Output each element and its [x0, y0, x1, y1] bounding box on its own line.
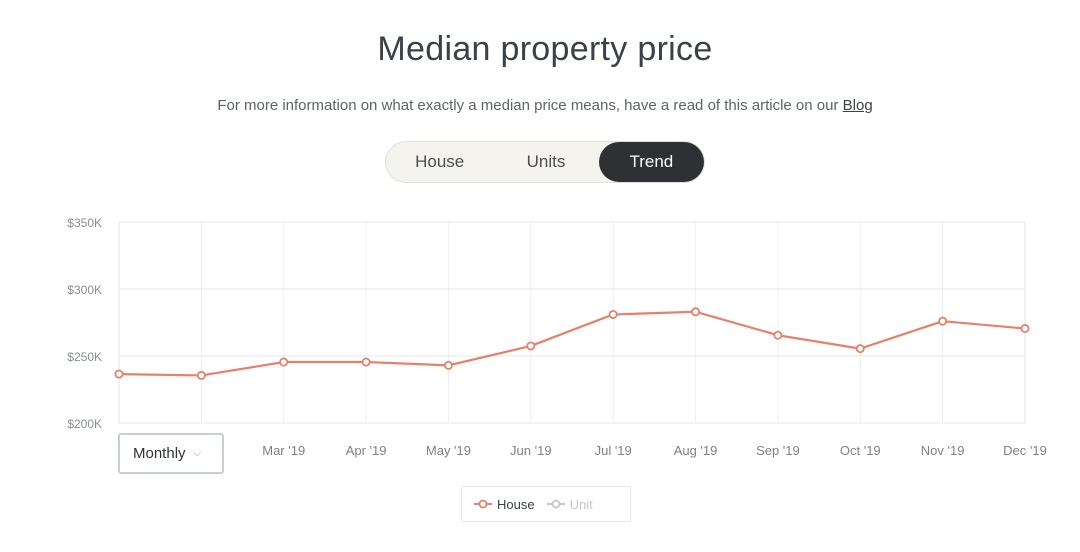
house-data-point: [855, 344, 865, 354]
house-data-point: [1020, 324, 1030, 334]
house-data-point: [196, 370, 206, 380]
chart-title: Median property price: [377, 30, 713, 68]
legend-unit-label: Unit: [569, 496, 593, 512]
house-data-point: [773, 330, 783, 340]
period-dropdown-value: Monthly: [133, 445, 186, 462]
x-tick-label: May '19: [426, 443, 471, 458]
legend-item-house[interactable]: House: [474, 497, 535, 512]
subtitle-text: For more information on what exactly a m…: [217, 97, 839, 114]
x-tick-label: Jun '19: [510, 443, 552, 458]
y-tick-label: $250K: [67, 350, 102, 364]
blog-link[interactable]: Blog: [842, 97, 873, 114]
chevron-down-icon: ⌵: [193, 448, 202, 459]
toggle-units[interactable]: Units: [526, 152, 566, 171]
house-data-point: [691, 307, 701, 317]
legend-unit-marker-icon: [546, 499, 565, 509]
legend-item-unit[interactable]: Unit: [546, 496, 593, 512]
house-data-point: [114, 369, 124, 379]
house-data-point: [938, 316, 948, 326]
period-dropdown[interactable]: Monthly ⌵: [118, 433, 224, 474]
toggle-house[interactable]: House: [415, 152, 465, 171]
x-tick-label: Aug '19: [674, 443, 718, 458]
plot-area: [118, 221, 1026, 424]
house-data-point: [526, 341, 536, 351]
x-tick-label: Jul '19: [595, 443, 632, 458]
x-tick-label: Mar '19: [262, 443, 305, 458]
x-tick-label: Apr '19: [346, 443, 387, 458]
x-tick-label: Oct '19: [840, 443, 881, 458]
house-data-point: [279, 357, 289, 367]
house-data-point: [608, 309, 618, 319]
house-data-point: [361, 357, 371, 367]
legend-house-marker-icon: [474, 499, 492, 509]
chart-subtitle: For more information on what exactly a m…: [0, 97, 1080, 114]
x-tick-label: Nov '19: [921, 443, 965, 458]
y-tick-label: $200K: [67, 417, 102, 431]
y-tick-label: $350K: [67, 216, 102, 230]
price-trend-chart: $200K $250K $300K $350K Mar '19 Apr '19 May '1…: [67, 216, 1047, 458]
y-tick-label: $300K: [67, 283, 102, 297]
property-type-toggle: House Units Trend: [385, 141, 705, 183]
legend-house-label: House: [497, 496, 535, 512]
house-series-line: [118, 310, 1026, 377]
chart-legend: House Unit: [461, 486, 631, 522]
x-tick-label: Dec '19: [1003, 443, 1047, 458]
house-data-point: [443, 360, 453, 370]
x-tick-label: Sep '19: [756, 443, 800, 458]
toggle-trend[interactable]: Trend: [598, 142, 705, 182]
